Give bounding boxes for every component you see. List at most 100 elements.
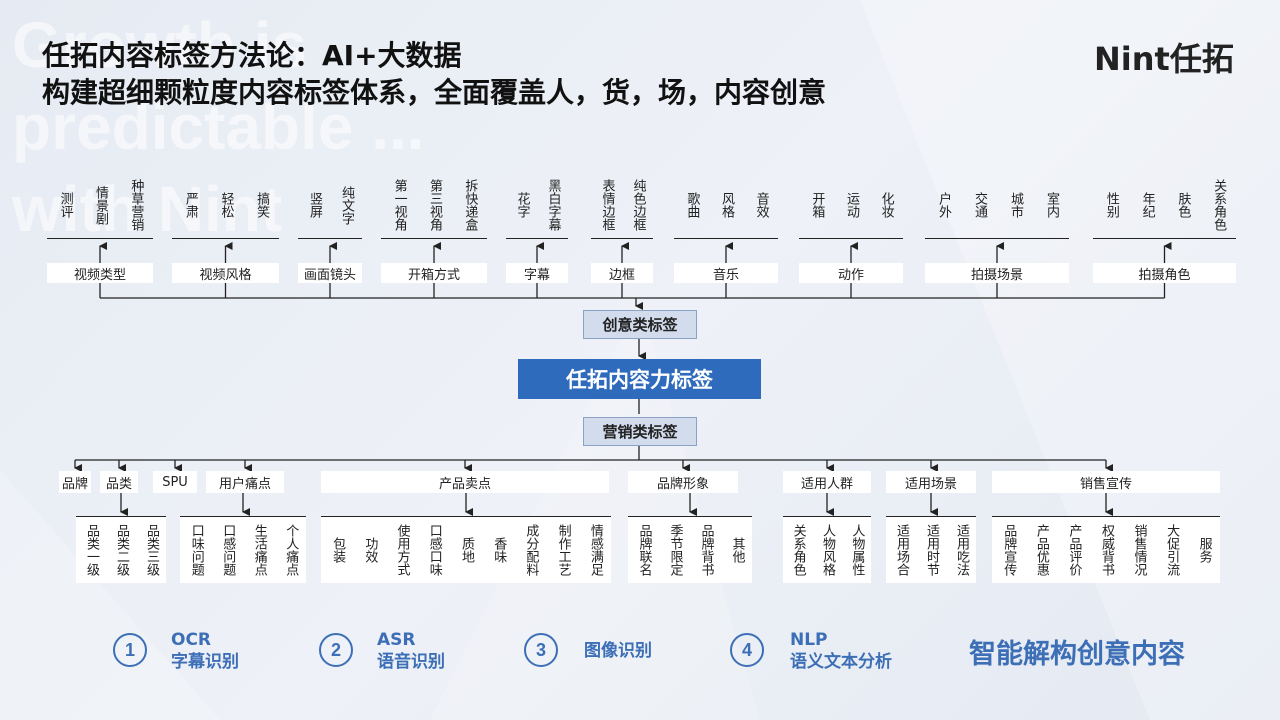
creative-item: 户外 [936, 192, 951, 218]
method-3-line1: 图像识别 [584, 641, 652, 661]
creative-item: 音效 [753, 192, 769, 218]
step-circle-3: 3 [524, 633, 558, 667]
creative-item: 歌曲 [684, 192, 700, 218]
creative-item: 室内 [1044, 192, 1059, 218]
marketing-items-group: 品类一级 品类二级 品类三级 [76, 516, 166, 583]
creative-category: 边框 [591, 263, 653, 283]
marketing-category: 品类 [100, 471, 138, 493]
marketing-category: 产品卖点 [321, 471, 609, 493]
creative-category: 字幕 [506, 263, 568, 283]
creative-category: 画面镜头 [298, 263, 362, 283]
marketing-item: 品牌宣传 [1001, 524, 1017, 576]
page-title-line1: 任拓内容标签方法论：AI+大数据 [42, 39, 462, 72]
marketing-item: 季节限定 [667, 524, 683, 576]
marketing-item: 品类三级 [144, 524, 159, 576]
marketing-item: 生活痛点 [251, 524, 267, 576]
creative-item: 表情边框 [599, 179, 615, 231]
marketing-item: 制作工艺 [555, 524, 571, 576]
creative-items-group: 竖屏 纯文字 [298, 172, 362, 239]
creative-item: 纯文字 [339, 185, 354, 225]
marketing-item: 人物风格 [819, 524, 835, 576]
marketing-category: 适用人群 [783, 471, 871, 493]
creative-item: 种草营销 [128, 179, 144, 231]
marketing-item: 产品评价 [1066, 524, 1082, 576]
creative-item: 交通 [972, 192, 987, 218]
step-circle-4: 4 [730, 633, 764, 667]
page-title-line2: 构建超细颗粒度内容标签体系，全面覆盖人，货，场，内容创意 [42, 76, 827, 109]
marketing-item: 人物属性 [849, 524, 865, 576]
marketing-item: 成分配料 [523, 524, 539, 576]
marketing-item: 品类一级 [84, 524, 99, 576]
marketing-item: 香味 [491, 537, 507, 563]
marketing-item: 使用方式 [394, 524, 410, 576]
creative-items-group: 开箱 运动 化妆 [799, 172, 903, 239]
method-4-line1: NLP [790, 630, 828, 650]
marketing-item: 品牌联名 [636, 524, 652, 576]
creative-item: 第三视角 [426, 179, 442, 231]
method-3-text: 图像识别 [584, 640, 652, 662]
marketing-item: 适用场合 [894, 524, 909, 576]
creative-item: 运动 [843, 192, 859, 218]
creative-item: 关系角色 [1211, 179, 1227, 231]
marketing-item: 产品优惠 [1033, 524, 1049, 576]
creative-category: 音乐 [674, 263, 778, 283]
creative-category: 拍摄角色 [1093, 263, 1236, 283]
marketing-item: 销售情况 [1131, 524, 1147, 576]
marketing-item: 服务 [1196, 537, 1212, 563]
marketing-item: 其他 [729, 537, 745, 563]
creative-item: 纯色边框 [630, 179, 646, 231]
marketing-items-group: 适用场合 适用时节 适用吃法 [886, 516, 976, 583]
step-circle-1: 1 [113, 633, 147, 667]
marketing-category: 销售宣传 [992, 471, 1220, 493]
creative-items-group: 性别 年纪 肤色 关系角色 [1093, 172, 1236, 239]
marketing-item: 口感口味 [426, 524, 442, 576]
creative-item: 开箱 [809, 192, 825, 218]
marketing-item: 适用时节 [924, 524, 939, 576]
marketing-item: 包装 [330, 537, 346, 563]
creative-item: 搞笑 [254, 192, 270, 218]
step-circle-2: 2 [319, 633, 353, 667]
creative-items-group: 严肃 轻松 搞笑 [172, 172, 279, 239]
creative-items-group: 花字 黑白字幕 [506, 172, 568, 239]
marketing-item: 品类二级 [114, 524, 129, 576]
method-1-text: OCR 字幕识别 [171, 629, 239, 673]
creative-item: 测评 [57, 192, 73, 218]
creative-category: 视频风格 [172, 263, 279, 283]
marketing-category: 品牌形象 [628, 471, 738, 493]
marketing-category: 适用场景 [886, 471, 976, 493]
marketing-item: 情感满足 [587, 524, 603, 576]
method-1-line2: 字幕识别 [171, 652, 239, 672]
creative-items-group: 第一视角 第三视角 拆快递盒 [381, 172, 487, 239]
marketing-tag-label: 营销类标签 [583, 417, 697, 446]
marketing-item: 品牌背书 [698, 524, 714, 576]
creative-item: 情景剧 [92, 185, 108, 225]
creative-item: 化妆 [878, 192, 894, 218]
marketing-item: 口味问题 [188, 524, 204, 576]
method-2-line2: 语音识别 [377, 652, 445, 672]
marketing-item: 个人痛点 [283, 524, 299, 576]
marketing-items-group: 包装 功效 使用方式 口感口味 质地 香味 成分配料 制作工艺 情感满足 [321, 516, 611, 583]
creative-items-group: 表情边框 纯色边框 [591, 172, 653, 239]
creative-item: 肤色 [1175, 192, 1191, 218]
method-2-line1: ASR [377, 630, 416, 650]
marketing-category: 品牌 [59, 471, 91, 493]
creative-category: 拍摄场景 [925, 263, 1069, 283]
marketing-items-group: 口味问题 口感问题 生活痛点 个人痛点 [180, 516, 306, 583]
creative-item: 风格 [718, 192, 734, 218]
nint-logo: Nint任拓 [1094, 40, 1234, 78]
creative-items-group: 歌曲 风格 音效 [674, 172, 778, 239]
creative-item: 第一视角 [391, 179, 407, 231]
marketing-item: 功效 [362, 537, 378, 563]
creative-item: 性别 [1103, 192, 1119, 218]
marketing-category: SPU [153, 471, 197, 493]
creative-category: 开箱方式 [381, 263, 487, 283]
marketing-items-group: 品牌联名 季节限定 品牌背书 其他 [628, 516, 752, 583]
creative-item: 严肃 [182, 192, 198, 218]
creative-item: 年纪 [1139, 192, 1155, 218]
creative-item: 黑白字幕 [545, 179, 561, 231]
marketing-item: 关系角色 [790, 524, 806, 576]
creative-items-group: 测评 情景剧 种草营销 [47, 172, 153, 239]
creative-item: 拆快递盒 [462, 179, 478, 231]
method-4-line2: 语义文本分析 [790, 652, 892, 672]
creative-category: 视频类型 [47, 263, 153, 283]
